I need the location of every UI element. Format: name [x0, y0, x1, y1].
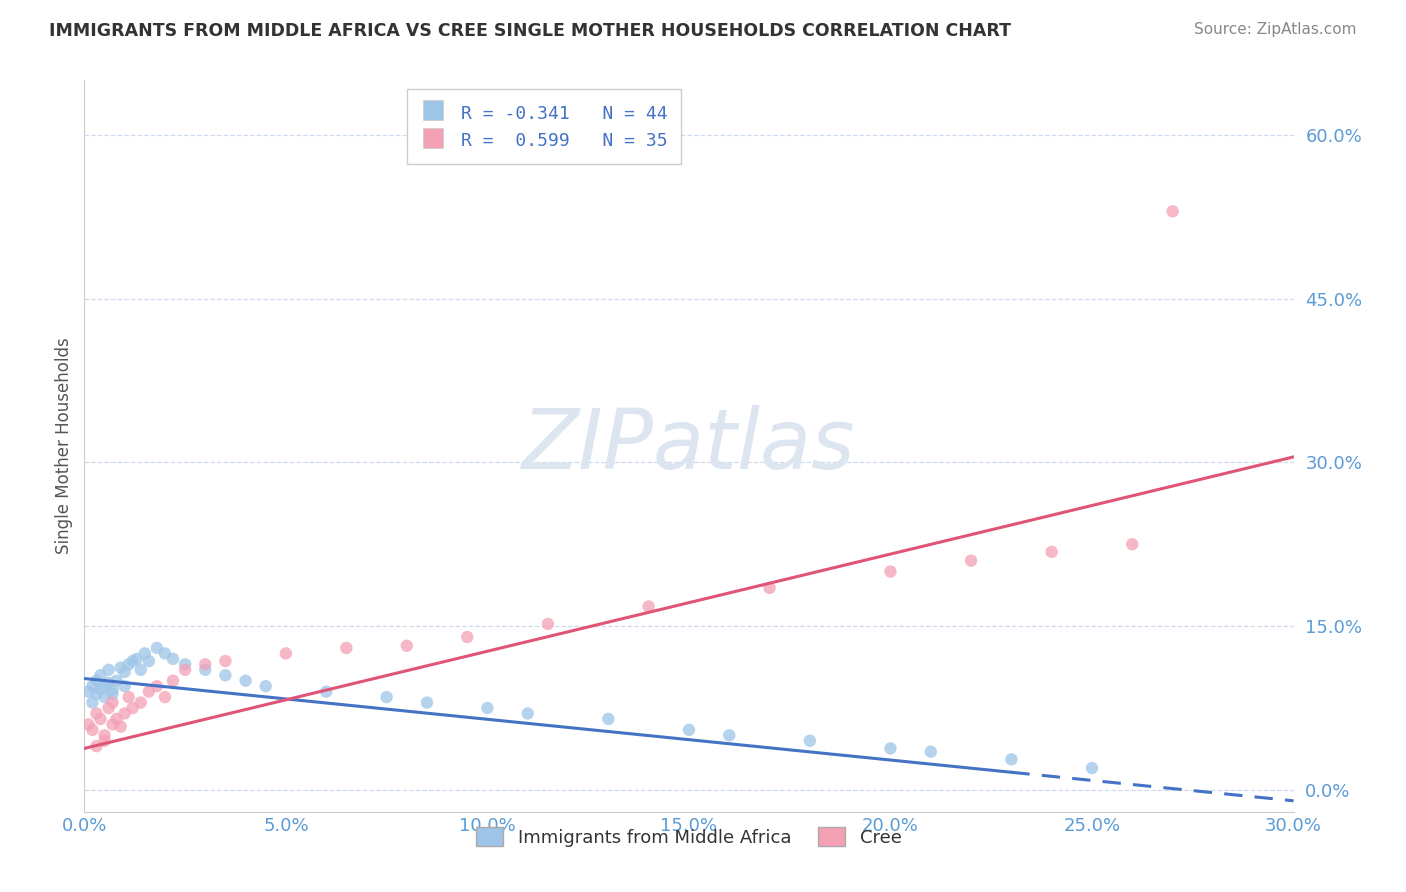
Point	[89, 682, 111, 697]
Point	[153, 690, 176, 704]
Point	[89, 712, 111, 726]
Point	[214, 654, 236, 668]
Point	[114, 706, 136, 721]
Point	[97, 701, 120, 715]
Point	[93, 690, 115, 704]
Text: IMMIGRANTS FROM MIDDLE AFRICA VS CREE SINGLE MOTHER HOUSEHOLDS CORRELATION CHART: IMMIGRANTS FROM MIDDLE AFRICA VS CREE SI…	[49, 22, 1011, 40]
Point	[97, 676, 120, 690]
Point	[416, 696, 439, 710]
Point	[162, 673, 184, 688]
Point	[82, 723, 104, 737]
Point	[114, 679, 136, 693]
Point	[82, 696, 104, 710]
Legend: Immigrants from Middle Africa, Cree: Immigrants from Middle Africa, Cree	[470, 820, 908, 854]
Text: Source: ZipAtlas.com: Source: ZipAtlas.com	[1194, 22, 1357, 37]
Point	[138, 684, 160, 698]
Point	[235, 673, 257, 688]
Point	[86, 706, 108, 721]
Point	[77, 717, 100, 731]
Point	[129, 663, 152, 677]
Point	[105, 673, 128, 688]
Point	[920, 745, 942, 759]
Point	[146, 679, 169, 693]
Point	[375, 690, 398, 704]
Point	[456, 630, 478, 644]
Point	[114, 665, 136, 679]
Point	[194, 657, 217, 672]
Point	[146, 640, 169, 655]
Point	[105, 712, 128, 726]
Point	[101, 682, 124, 697]
Point	[101, 687, 124, 701]
Point	[516, 706, 538, 721]
Point	[274, 647, 297, 661]
Point	[162, 652, 184, 666]
Point	[153, 647, 176, 661]
Point	[758, 581, 780, 595]
Y-axis label: Single Mother Households: Single Mother Households	[55, 338, 73, 554]
Point	[118, 690, 141, 704]
Point	[77, 684, 100, 698]
Point	[678, 723, 700, 737]
Point	[799, 733, 821, 747]
Point	[110, 720, 132, 734]
Point	[315, 684, 337, 698]
Point	[1000, 752, 1022, 766]
Point	[101, 717, 124, 731]
Point	[97, 663, 120, 677]
Point	[134, 647, 156, 661]
Point	[82, 679, 104, 693]
Point	[118, 657, 141, 672]
Point	[718, 728, 741, 742]
Point	[598, 712, 620, 726]
Point	[93, 733, 115, 747]
Point	[174, 657, 197, 672]
Point	[254, 679, 277, 693]
Point	[86, 687, 108, 701]
Text: ZIPatlas: ZIPatlas	[522, 406, 856, 486]
Point	[110, 660, 132, 674]
Point	[960, 554, 983, 568]
Point	[879, 565, 901, 579]
Point	[125, 652, 148, 666]
Point	[537, 616, 560, 631]
Point	[879, 741, 901, 756]
Point	[86, 673, 108, 688]
Point	[86, 739, 108, 754]
Point	[1121, 537, 1143, 551]
Point	[214, 668, 236, 682]
Point	[194, 663, 217, 677]
Point	[335, 640, 357, 655]
Point	[1040, 545, 1063, 559]
Point	[129, 696, 152, 710]
Point	[121, 654, 143, 668]
Point	[637, 599, 659, 614]
Point	[174, 663, 197, 677]
Point	[1161, 204, 1184, 219]
Point	[1081, 761, 1104, 775]
Point	[395, 639, 418, 653]
Point	[101, 696, 124, 710]
Point	[93, 679, 115, 693]
Point	[477, 701, 499, 715]
Point	[89, 668, 111, 682]
Point	[138, 654, 160, 668]
Point	[93, 728, 115, 742]
Point	[121, 701, 143, 715]
